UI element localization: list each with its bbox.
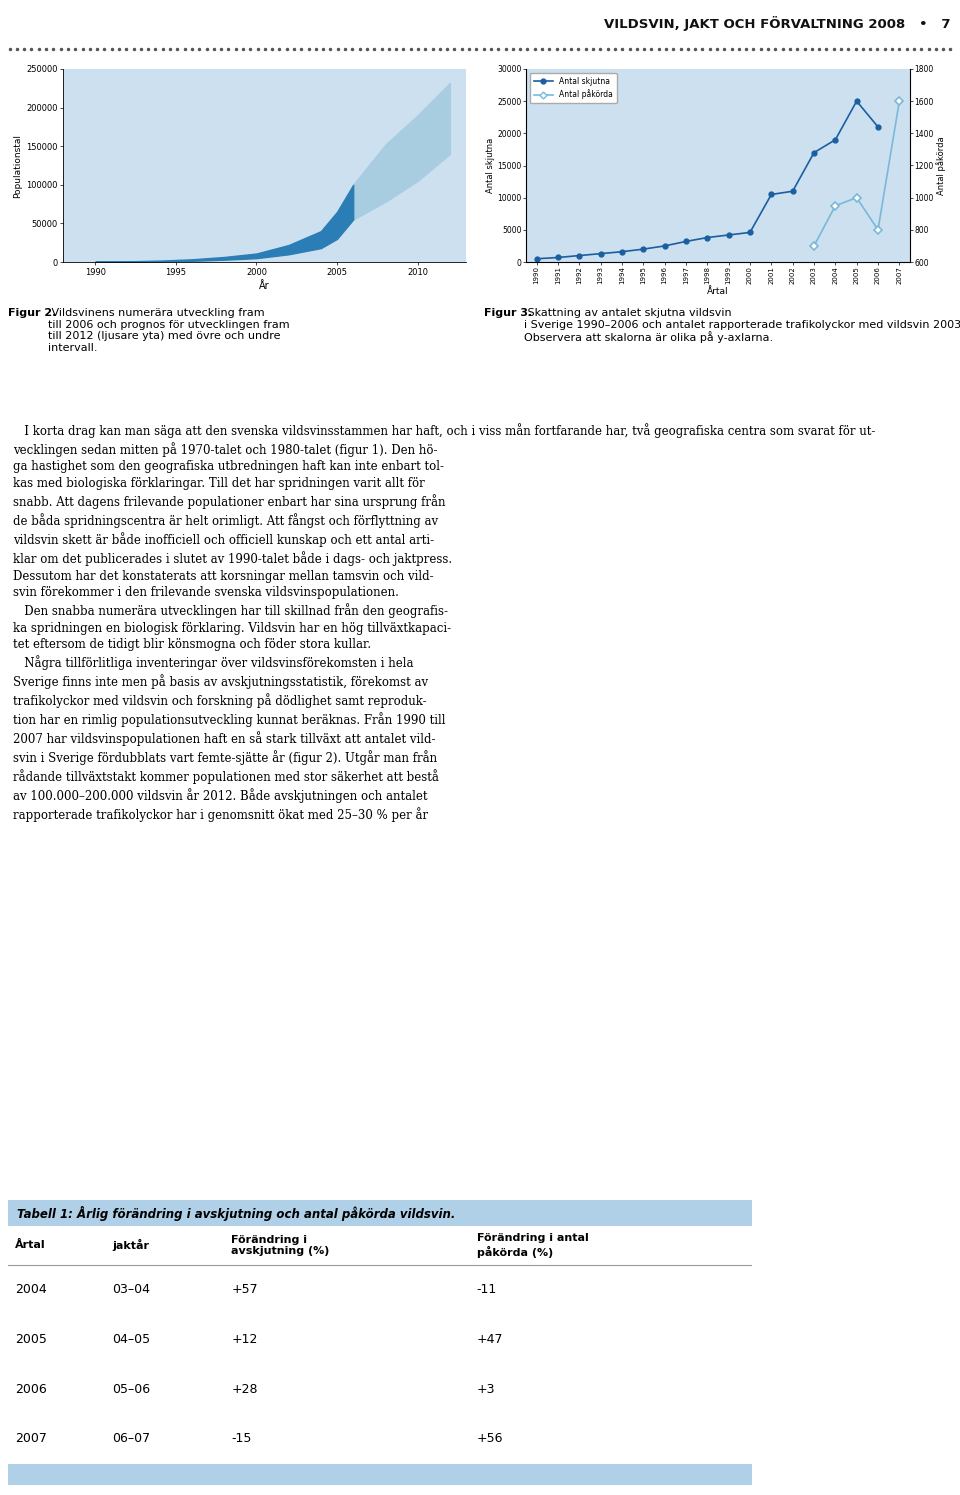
Bar — [8, 1464, 752, 1485]
Text: +28: +28 — [231, 1383, 257, 1395]
Text: Årtal: Årtal — [15, 1241, 46, 1250]
X-axis label: Årtal: Årtal — [708, 287, 729, 296]
Text: 2005: 2005 — [15, 1334, 47, 1346]
Text: Skattning av antalet skjutna vildsvin
i Sverige 1990–2006 och antalet rapportera: Skattning av antalet skjutna vildsvin i … — [524, 308, 960, 344]
Text: 2007: 2007 — [15, 1432, 47, 1446]
Text: Förändring i
avskjutning (%): Förändring i avskjutning (%) — [231, 1235, 329, 1256]
Text: -15: -15 — [231, 1432, 252, 1446]
Text: 05–06: 05–06 — [112, 1383, 151, 1395]
Text: Figur 3.: Figur 3. — [484, 308, 532, 318]
Y-axis label: Populationstal: Populationstal — [12, 133, 22, 197]
Text: 03–04: 03–04 — [112, 1283, 150, 1296]
Text: +3: +3 — [477, 1383, 495, 1395]
Y-axis label: Antal påkörda: Antal påkörda — [936, 136, 947, 194]
Y-axis label: Antal skjutna: Antal skjutna — [486, 138, 494, 193]
Text: 2006: 2006 — [15, 1383, 47, 1395]
Text: Vildsvinens numerära utveckling fram
till 2006 och prognos för utvecklingen fram: Vildsvinens numerära utveckling fram til… — [48, 308, 290, 353]
Text: +12: +12 — [231, 1334, 257, 1346]
Text: Figur 2.: Figur 2. — [8, 308, 57, 318]
Text: 06–07: 06–07 — [112, 1432, 151, 1446]
Legend: Antal skjutna, Antal påkörda: Antal skjutna, Antal påkörda — [530, 73, 616, 103]
Text: 2004: 2004 — [15, 1283, 47, 1296]
Text: VILDSVIN, JAKT OCH FÖRVALTNING 2008   •   7: VILDSVIN, JAKT OCH FÖRVALTNING 2008 • 7 — [604, 15, 950, 30]
X-axis label: År: År — [259, 281, 270, 290]
Text: jaktår: jaktår — [112, 1239, 149, 1251]
Text: +56: +56 — [477, 1432, 503, 1446]
Bar — [8, 1200, 752, 1226]
Text: Tabell 1: Årlig förändring i avskjutning och antal påkörda vildsvin.: Tabell 1: Årlig förändring i avskjutning… — [17, 1205, 455, 1220]
Text: I korta drag kan man säga att den svenska vildsvinsstammen har haft, och i viss : I korta drag kan man säga att den svensk… — [13, 423, 876, 822]
Text: Förändring i antal
påkörda (%): Förändring i antal påkörda (%) — [477, 1233, 588, 1257]
Text: +47: +47 — [477, 1334, 503, 1346]
Text: -11: -11 — [477, 1283, 497, 1296]
Text: 04–05: 04–05 — [112, 1334, 151, 1346]
Text: +57: +57 — [231, 1283, 258, 1296]
